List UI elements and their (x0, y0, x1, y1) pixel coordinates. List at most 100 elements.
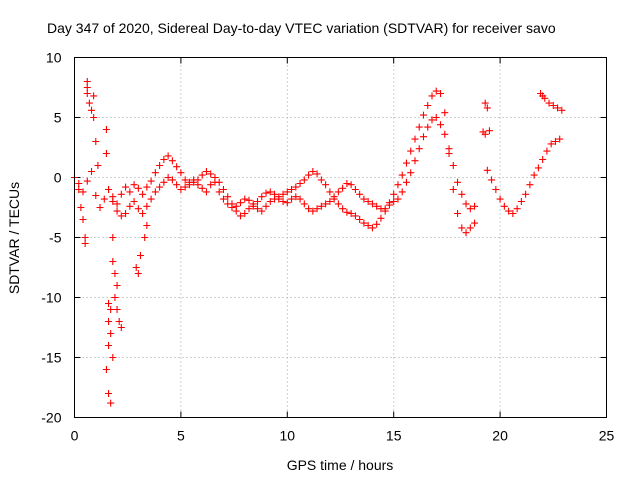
data-point (488, 176, 496, 184)
data-point (373, 202, 381, 210)
data-point (266, 188, 274, 196)
data-point (113, 207, 121, 215)
data-point (322, 181, 330, 189)
data-point (102, 366, 110, 373)
data-point (241, 210, 249, 217)
data-point (122, 210, 130, 217)
data-point (373, 220, 381, 228)
data-point (202, 168, 210, 175)
data-point (309, 207, 317, 215)
data-point (168, 157, 176, 165)
data-point (109, 354, 117, 361)
data-point (449, 162, 457, 169)
data-point (454, 210, 462, 217)
data-point (88, 168, 96, 175)
data-point (177, 169, 185, 177)
y-tick-label: 5 (54, 110, 62, 126)
data-point (258, 207, 266, 215)
data-point (130, 198, 138, 205)
data-point (113, 200, 121, 208)
data-point (300, 200, 308, 208)
data-point (177, 186, 185, 193)
data-point (105, 390, 113, 397)
data-point (481, 130, 489, 138)
data-point (377, 214, 385, 222)
y-tick-label: -10 (41, 290, 61, 306)
x-axis-label: GPS time / hours (287, 457, 394, 473)
x-tick-label: 20 (492, 428, 508, 444)
data-point (198, 184, 206, 192)
data-point (390, 190, 398, 198)
data-point (360, 219, 368, 227)
data-point (458, 190, 466, 198)
data-point (441, 109, 449, 117)
data-point (245, 196, 253, 204)
data-point (245, 205, 253, 213)
data-point (394, 181, 402, 189)
data-point (356, 190, 364, 198)
data-point (437, 121, 445, 129)
data-point (90, 114, 98, 121)
data-point (194, 181, 202, 189)
data-point (339, 205, 347, 213)
data-point (164, 174, 172, 181)
data-point (296, 180, 304, 187)
data-point (94, 162, 102, 169)
data-point (347, 181, 355, 189)
data-points (71, 78, 566, 407)
data-point (305, 171, 313, 179)
data-point (517, 198, 525, 205)
data-point (160, 156, 168, 163)
data-point (236, 212, 244, 220)
data-point (432, 87, 440, 95)
data-point (117, 324, 125, 331)
series-late-spikes (479, 90, 566, 217)
data-point (241, 195, 249, 203)
data-point (296, 195, 304, 203)
data-point (96, 204, 104, 211)
data-point (292, 183, 300, 191)
data-point (541, 94, 549, 102)
data-point (105, 186, 113, 193)
data-point (107, 306, 115, 313)
data-point (556, 135, 564, 143)
data-point (279, 190, 287, 198)
data-point (111, 270, 119, 277)
chart-title: Day 347 of 2020, Sidereal Day-to-day VTE… (47, 20, 556, 36)
data-point (139, 210, 147, 217)
data-point (173, 163, 181, 171)
x-tick-label: 5 (177, 428, 185, 444)
data-point (428, 92, 436, 100)
data-point (445, 145, 453, 153)
data-point (139, 190, 147, 198)
data-point (83, 90, 91, 97)
data-point (339, 184, 347, 192)
data-point (454, 178, 462, 186)
data-point (151, 169, 159, 177)
data-point (500, 202, 508, 210)
data-point (115, 318, 123, 325)
data-point (134, 270, 142, 277)
data-point (481, 99, 489, 107)
data-point (102, 150, 110, 157)
data-point (407, 147, 415, 155)
data-point (415, 123, 423, 131)
data-point (185, 178, 193, 186)
data-point (428, 116, 436, 124)
data-point (215, 178, 223, 186)
data-point (462, 200, 470, 208)
data-point (334, 200, 342, 208)
data-point (424, 102, 432, 109)
data-point (317, 202, 325, 210)
data-point (173, 181, 181, 189)
data-point (364, 198, 372, 205)
data-point (334, 188, 342, 196)
data-point (411, 157, 419, 165)
data-point (75, 180, 83, 187)
data-point (79, 188, 87, 196)
x-tick-label: 15 (386, 428, 402, 444)
data-point (360, 195, 368, 203)
data-point (466, 224, 474, 232)
data-point (134, 184, 142, 192)
data-point (292, 193, 300, 201)
